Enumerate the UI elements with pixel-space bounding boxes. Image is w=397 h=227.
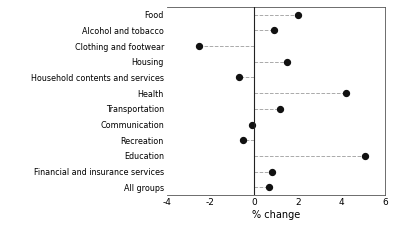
Point <box>283 60 290 64</box>
Point <box>295 13 301 17</box>
Point <box>266 185 272 189</box>
Point <box>196 44 202 48</box>
Point <box>270 29 277 32</box>
Point <box>249 123 255 126</box>
Point <box>268 170 275 173</box>
X-axis label: % change: % change <box>252 210 300 220</box>
Point <box>240 138 246 142</box>
Point <box>277 107 283 111</box>
Point <box>343 91 349 95</box>
Point <box>235 76 242 79</box>
Point <box>362 154 368 158</box>
